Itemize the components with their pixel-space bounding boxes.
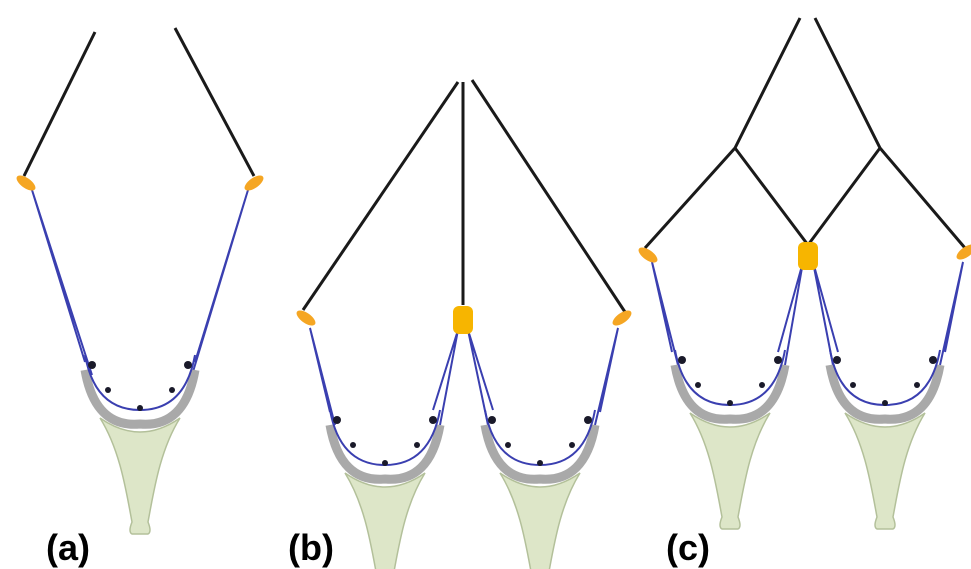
panel-b — [294, 80, 634, 569]
panel-label: (a) — [46, 527, 90, 568]
panel-label: (c) — [666, 527, 710, 568]
panel-c — [636, 18, 971, 529]
diagram: (a) (b) (c) — [0, 0, 971, 569]
panel-a — [14, 28, 266, 534]
panel-label: (b) — [288, 527, 334, 568]
